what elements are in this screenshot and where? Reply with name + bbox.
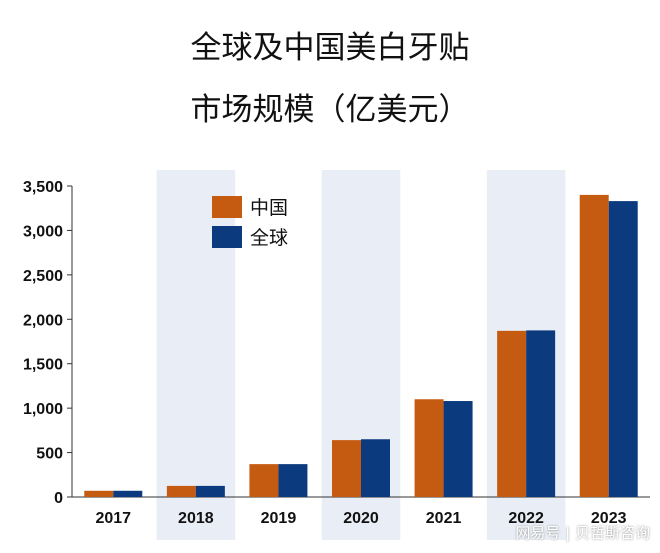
bar-全球-2023: [608, 201, 638, 497]
bar-中国-2017: [84, 490, 114, 497]
y-tick-label: 2,500: [23, 268, 63, 285]
y-tick-label: 3,500: [23, 179, 63, 196]
legend-label: 全球: [250, 227, 288, 249]
bar-全球-2019: [278, 464, 308, 497]
bar-中国-2022: [497, 330, 527, 497]
bar-全球-2018: [195, 485, 225, 497]
x-tick-label: 2021: [426, 510, 462, 527]
band-2018: [156, 170, 236, 540]
legend-swatch-中国: [212, 196, 242, 218]
y-tick-label: 1,500: [23, 357, 63, 374]
x-tick-label: 2022: [508, 510, 544, 527]
bar-全球-2022: [526, 330, 556, 497]
bar-中国-2021: [414, 399, 444, 497]
y-tick-label: 1,000: [23, 401, 63, 418]
bar-中国-2019: [249, 464, 279, 497]
legend-swatch-全球: [212, 226, 242, 248]
bar-中国-2018: [166, 485, 196, 497]
bar-中国-2023: [579, 194, 609, 497]
bar-全球-2021: [443, 401, 473, 497]
x-tick-label: 2017: [95, 510, 131, 527]
watermark: 网易号 | 贝哲斯咨询: [515, 524, 650, 542]
chart-title-line2: 市场规模（亿美元）: [190, 92, 470, 128]
legend-label: 中国: [250, 197, 288, 219]
chart-title-line1: 全球及中国美白牙贴: [190, 30, 470, 66]
y-tick-label: 3,000: [23, 223, 63, 240]
x-tick-label: 2019: [261, 510, 297, 527]
bar-全球-2020: [361, 439, 390, 497]
bar-中国-2020: [332, 440, 361, 497]
y-tick-label: 0: [54, 490, 63, 507]
y-tick-label: 2,000: [23, 312, 63, 329]
x-tick-label: 2023: [591, 510, 627, 527]
x-tick-label: 2020: [343, 510, 379, 527]
x-tick-label: 2018: [178, 510, 214, 527]
y-tick-label: 500: [36, 446, 63, 463]
bar-全球-2017: [113, 490, 143, 497]
